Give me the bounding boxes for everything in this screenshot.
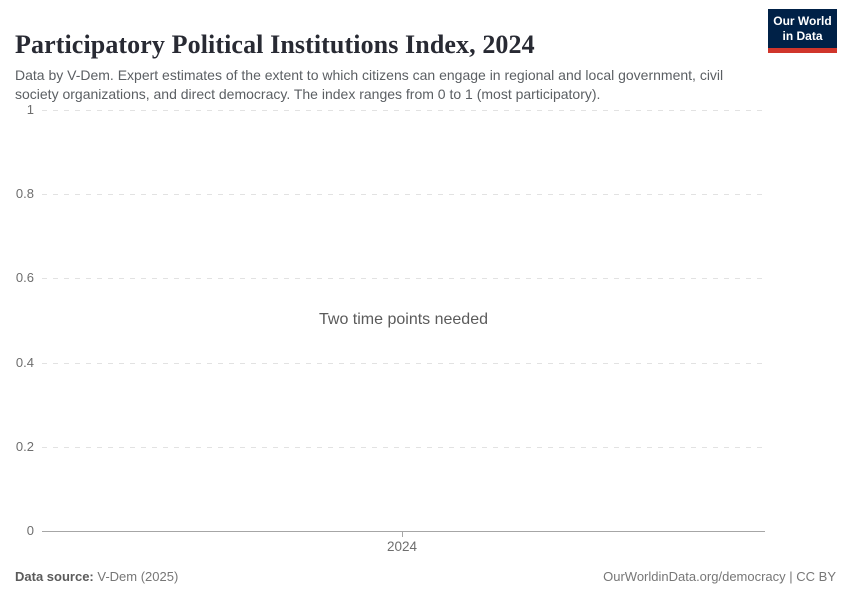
owid-logo-line1: Our World bbox=[773, 13, 832, 28]
y-tick-label: 1 bbox=[26, 102, 34, 117]
x-tick-mark bbox=[402, 531, 403, 537]
x-tick-label: 2024 bbox=[386, 539, 418, 554]
y-tick-label: 0.8 bbox=[15, 186, 34, 201]
gridline bbox=[42, 110, 765, 111]
gridline bbox=[42, 278, 765, 279]
y-tick-label: 0 bbox=[26, 523, 34, 538]
gridline bbox=[42, 363, 765, 364]
owid-logo[interactable]: Our World in Data bbox=[768, 9, 837, 53]
x-axis-baseline bbox=[42, 531, 765, 532]
owid-logo-line2: in Data bbox=[782, 28, 823, 43]
y-tick-label: 0.2 bbox=[15, 439, 34, 454]
data-source-value: V-Dem (2025) bbox=[93, 569, 179, 584]
y-tick-label: 0.4 bbox=[15, 355, 34, 370]
gridline bbox=[42, 194, 765, 195]
page-title: Participatory Political Institutions Ind… bbox=[15, 30, 535, 60]
page-subtitle: Data by V-Dem. Expert estimates of the e… bbox=[15, 67, 724, 102]
attribution-link[interactable]: OurWorldinData.org/democracy | CC BY bbox=[603, 569, 836, 584]
data-source-line: Data source: V-Dem (2025) bbox=[15, 569, 178, 585]
gridline bbox=[42, 447, 765, 448]
data-source-label: Data source: bbox=[15, 569, 94, 584]
y-tick-label: 0.6 bbox=[15, 270, 34, 285]
empty-state-message: Two time points needed bbox=[319, 311, 488, 328]
